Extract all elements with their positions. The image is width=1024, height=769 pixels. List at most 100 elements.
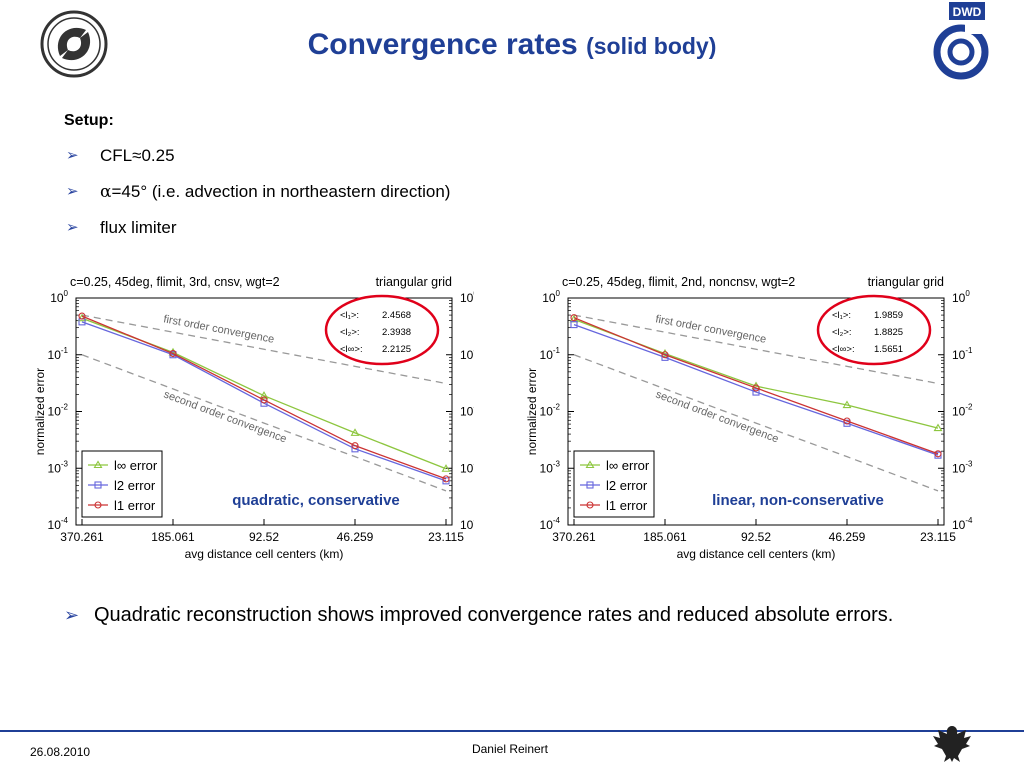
y-tick-label: 10-4 [460,516,474,532]
chart-linear-nonconservative: c=0.25, 45deg, flimit, 2nd, noncnsv, wgt… [506,268,974,573]
y-tick-label: 100 [952,289,970,305]
rate-value: 1.5651 [874,344,903,355]
svg-text:100: 100 [952,289,970,305]
x-tick-label: 92.52 [741,530,771,544]
alpha-symbol: α [100,182,112,202]
y-tick-label: 10-1 [540,346,561,362]
x-axis-label: avg distance cell centers (km) [677,547,836,561]
data-point [260,396,268,404]
rate-highlight-circle [324,294,440,366]
slide-title: Convergence rates (solid body) [0,28,1024,62]
dwd-logo-text: DWD [953,5,982,19]
svg-text:10-2: 10-2 [48,403,69,419]
data-point [934,450,942,458]
y-tick-label: 100 [542,289,560,305]
data-point [843,419,851,427]
svg-text:10-3: 10-3 [952,459,973,475]
reference-line [573,314,939,385]
rate-label: <l₁>: [340,310,359,321]
chart-title: c=0.25, 45deg, flimit, 2nd, noncnsv, wgt… [562,275,795,289]
y-tick-label: 10-1 [48,346,69,362]
svg-text:10-2: 10-2 [952,403,973,419]
rate-value: 2.4568 [382,310,411,321]
data-point [570,321,578,329]
footer-divider [0,730,1024,732]
svg-text:100: 100 [542,289,560,305]
data-point [752,388,760,396]
y-tick-label: 10-1 [952,346,973,362]
legend-label: l∞ error [114,458,158,473]
setup-item: flux limiter [64,218,450,254]
reference-line [81,354,447,492]
svg-text:10-3: 10-3 [540,459,561,475]
x-tick-label: 370.261 [60,530,104,544]
chart-svg: c=0.25, 45deg, flimit, 2nd, noncnsv, wgt… [525,275,973,561]
legend-label: l1 error [606,498,648,513]
rate-highlight-circle [816,294,932,366]
series-line [573,317,939,455]
legend-marker [586,501,594,509]
data-point [77,313,87,322]
svg-text:10-2: 10-2 [540,403,561,419]
reference-line [573,354,939,492]
chart-title: c=0.25, 45deg, flimit, 3rd, cnsv, wgt=2 [70,275,280,289]
y-tick-label: 10-3 [48,459,69,475]
series-line [573,323,939,456]
chart-annotation: quadratic, conservative [232,492,400,509]
svg-text:10-3: 10-3 [48,459,69,475]
data-point [78,312,86,320]
institute-logo [38,8,110,85]
rate-label: <l∞>: [832,344,855,355]
data-point [661,351,669,359]
setup-item: α=45° (i.e. advection in northeastern di… [64,182,450,218]
svg-text:10-2: 10-2 [460,403,474,419]
rate-value: 1.9859 [874,310,903,321]
legend-marker [93,460,103,469]
legend-marker [585,460,595,469]
rate-value: 1.8825 [874,327,903,338]
legend-label: l1 error [114,498,156,513]
data-point [752,384,760,392]
setup-item: CFL≈0.25 [64,146,450,182]
svg-text:100: 100 [460,289,474,305]
rate-label: <l₂>: [832,327,852,338]
y-tick-label: 10-3 [460,459,474,475]
rate-label: <l₂>: [340,327,360,338]
data-point [933,423,943,432]
data-point [843,417,851,425]
rate-label: <l∞>: [340,344,363,355]
chart-title-right: triangular grid [376,275,452,289]
chart-svg: c=0.25, 45deg, flimit, 3rd, cnsv, wgt=2 t… [33,275,474,561]
y-tick-label: 100 [460,289,474,305]
setup-heading: Setup: [64,112,114,129]
svg-text:10-4: 10-4 [460,516,474,532]
data-point [351,442,359,450]
x-tick-label: 185.061 [643,530,687,544]
title-sub: (solid body) [586,33,717,59]
conclusion-bullet: Quadratic reconstruction shows improved … [64,602,994,628]
data-point [442,475,450,483]
svg-text:10-3: 10-3 [460,459,474,475]
legend-marker [94,501,102,509]
legend-label: l2 error [606,478,648,493]
eagle-logo [930,722,974,769]
legend-label: l2 error [114,478,156,493]
chart-quadratic-conservative: c=0.25, 45deg, flimit, 3rd, cnsv, wgt=2 t… [14,268,474,573]
x-tick-label: 185.061 [151,530,195,544]
x-tick-label: 46.259 [337,530,374,544]
y-axis-label: normalized error [525,368,539,455]
y-tick-label: 100 [50,289,68,305]
rate-label: <l₁>: [832,310,851,321]
rate-value: 2.2125 [382,344,411,355]
chart-title-right: triangular grid [868,275,944,289]
dwd-logo: DWD [925,2,995,87]
y-axis-label: normalized error [33,368,47,455]
y-tick-label: 10-2 [48,403,69,419]
legend-marker [586,481,594,489]
x-tick-label: 23.115 [920,530,956,544]
x-axis-label: avg distance cell centers (km) [185,547,344,561]
data-point [842,400,852,409]
chart-annotation: linear, non-conservative [712,492,884,509]
y-tick-label: 10-2 [952,403,973,419]
y-tick-label: 10-2 [540,403,561,419]
